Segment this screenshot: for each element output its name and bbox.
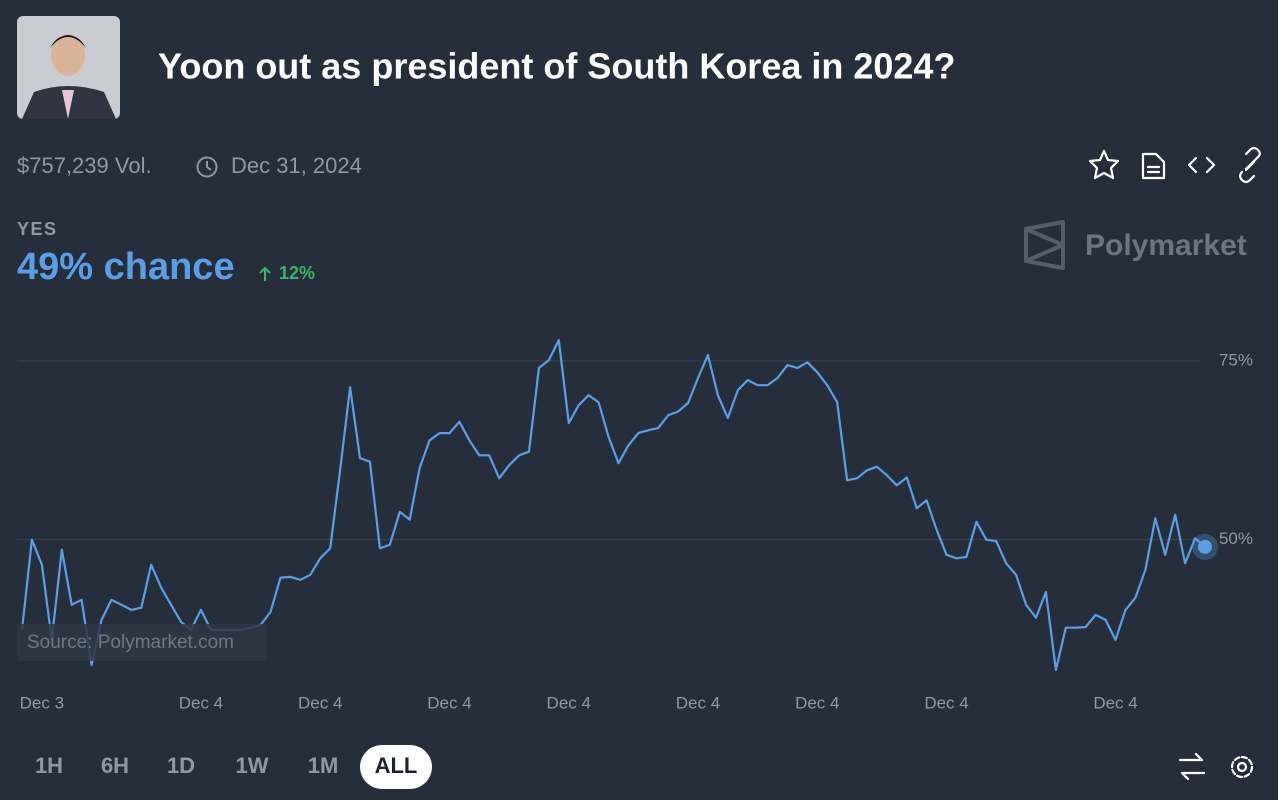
watermark: Polymarket	[1085, 229, 1247, 262]
watermark-logo	[1024, 220, 1065, 270]
time-range-label: 1D	[167, 753, 195, 778]
volume: $757,239 Vol.	[17, 153, 152, 178]
source-box	[17, 624, 267, 661]
clock-icon	[196, 156, 218, 178]
y-tick-label: 50%	[1219, 529, 1253, 548]
x-tick-label: Dec 4	[924, 693, 968, 712]
time-range-label: 6H	[101, 753, 129, 778]
x-tick-label: Dec 3	[20, 693, 64, 712]
end-date: Dec 31, 2024	[231, 153, 362, 178]
y-tick-label: 75%	[1219, 350, 1253, 369]
star-button[interactable]	[1088, 149, 1120, 180]
chart: 75% 50% Dec 3 Dec 4 Dec 4 Dec 4 Dec 4 Dec 4 Dec …	[17, 339, 1253, 712]
x-tick-label: Dec 4	[676, 693, 720, 712]
time-range-button[interactable]: 1D	[167, 753, 195, 778]
x-tick-label: Dec 4	[179, 693, 223, 712]
time-range-button[interactable]: 1H	[35, 753, 63, 778]
end-dot	[1198, 539, 1212, 554]
outcome-label: YES	[17, 219, 58, 239]
outcome-change: 12%	[279, 263, 315, 283]
time-range-bar: 1H 6H 1D 1W 1M ALL	[35, 745, 432, 789]
source-label: Source: Polymarket.com	[27, 632, 234, 653]
swap-button[interactable]	[1178, 752, 1206, 781]
time-range-button[interactable]: 1W	[236, 753, 269, 778]
link-button[interactable]	[1238, 146, 1261, 184]
x-tick-label: Dec 4	[547, 693, 591, 712]
change-arrow	[259, 266, 271, 281]
embed-button[interactable]	[1187, 156, 1216, 174]
x-tick-label: Dec 4	[1093, 693, 1137, 712]
settings-button[interactable]	[1230, 755, 1254, 779]
x-tick-label: Dec 4	[795, 693, 839, 712]
time-range-label: 1H	[35, 753, 63, 778]
time-range-button[interactable]: 6H	[101, 753, 129, 778]
time-range-label: 1M	[308, 753, 339, 778]
rules-button[interactable]	[1141, 152, 1166, 180]
outcome-chance: 49% chance	[17, 246, 235, 288]
selected-pill	[360, 745, 432, 789]
market-image	[17, 16, 120, 119]
time-range-label: ALL	[375, 753, 418, 778]
x-tick-label: Dec 4	[298, 693, 342, 712]
time-range-label: 1W	[236, 753, 269, 778]
x-tick-label: Dec 4	[427, 693, 471, 712]
time-range-button[interactable]: ALL	[360, 745, 432, 789]
time-range-button[interactable]: 1M	[308, 753, 339, 778]
market-title: Yoon out as president of South Korea in …	[158, 46, 955, 87]
